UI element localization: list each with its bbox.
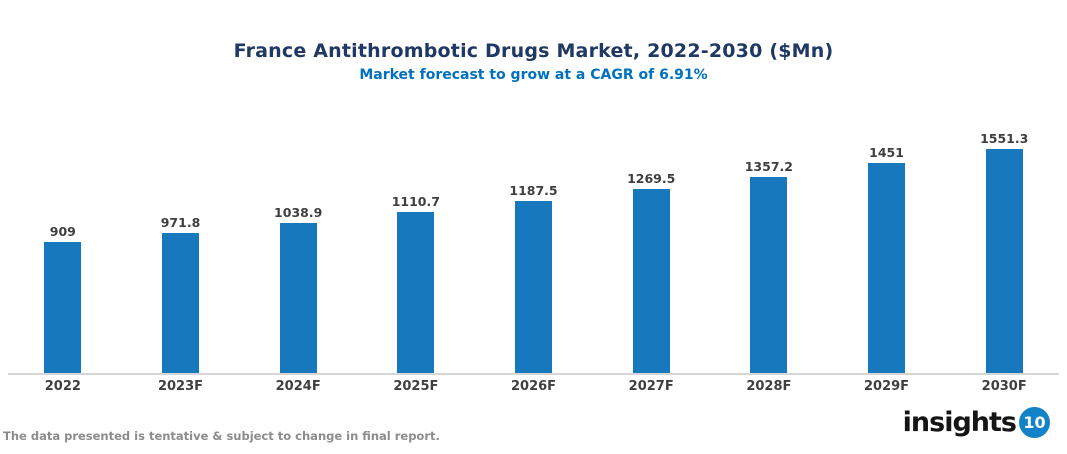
x-axis-label-2023F: 2023F	[157, 379, 204, 394]
disclaimer-text: The data presented is tentative & subjec…	[3, 429, 440, 443]
bar-value-label: 1357.2	[744, 159, 793, 174]
bar-column-2023F: 971.8	[122, 215, 240, 373]
bar-2025F	[397, 212, 435, 373]
bar-column-2030F: 1551.3	[945, 131, 1063, 373]
bar-2028F	[750, 177, 788, 373]
bar-2027F	[632, 189, 670, 373]
bar-2024F	[279, 223, 317, 373]
bar-value-label: 1110.7	[391, 194, 440, 209]
bar-value-label: 1269.5	[627, 171, 676, 186]
insights10-logo: insights 10	[903, 407, 1050, 438]
bar-2029F	[868, 163, 906, 373]
bar-2022	[44, 242, 82, 373]
x-axis-label-2029F: 2029F	[864, 379, 910, 394]
bar-value-label: 1551.3	[980, 131, 1029, 146]
x-axis-label-2030F: 2030F	[981, 379, 1027, 394]
chart-subtitle: Market forecast to grow at a CAGR of 6.9…	[359, 67, 708, 83]
bar-plot: 909 971.8 1038.9 1110.7 1187.5 1269.5 1357.2 14…	[4, 120, 1063, 375]
bar-value-label: 971.8	[160, 215, 201, 230]
bars-row: 909 971.8 1038.9 1110.7 1187.5 1269.5 1357.2 14…	[4, 120, 1063, 373]
x-axis-label-2024F: 2024F	[275, 379, 321, 394]
bar-column-2024F: 1038.9	[239, 205, 357, 373]
bar-column-2026F: 1187.5	[475, 183, 593, 373]
bar-value-label: 1038.9	[274, 205, 323, 220]
bar-2026F	[515, 201, 553, 373]
x-axis-label-2025F: 2025F	[393, 379, 439, 394]
x-axis-label-2026F: 2026F	[510, 379, 557, 394]
x-axis-label-2027F: 2027F	[628, 379, 674, 394]
x-axis-labels: 2022 2023F 2024F 2025F 2026F 2027F 2028F 2029F 2…	[4, 379, 1063, 394]
bar-column-2028F: 1357.2	[710, 159, 828, 373]
bar-column-2022: 909	[4, 224, 122, 373]
bar-2030F	[985, 149, 1023, 373]
x-axis-label-2022: 2022	[44, 379, 81, 394]
bar-value-label: 909	[49, 224, 76, 239]
bar-value-label: 1451	[869, 145, 904, 160]
bar-column-2027F: 1269.5	[592, 171, 710, 373]
bar-column-2025F: 1110.7	[357, 194, 475, 373]
x-axis-label-2028F: 2028F	[746, 379, 792, 394]
logo-badge-10: 10	[1019, 407, 1050, 438]
bar-value-label: 1187.5	[509, 183, 558, 198]
chart-title: France Antithrombotic Drugs Market, 2022…	[233, 40, 834, 62]
bar-2023F	[162, 233, 199, 373]
bar-column-2029F: 1451	[828, 145, 946, 373]
x-axis-line	[8, 373, 1059, 375]
logo-wordmark: insights	[902, 407, 1017, 438]
